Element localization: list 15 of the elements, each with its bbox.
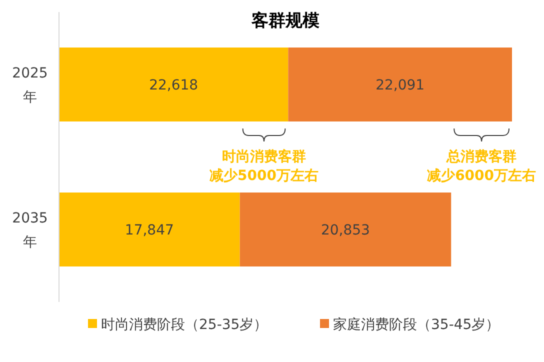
bar xyxy=(59,192,240,266)
bar xyxy=(288,48,512,122)
bar xyxy=(59,48,288,122)
y-tick-label: 2025 年 xyxy=(12,65,48,106)
annotation: 时尚消费客群减少5000万左右 xyxy=(210,148,318,184)
data-label: 20,853 xyxy=(320,222,370,238)
legend-label: 时尚消费阶段（25-35岁） xyxy=(101,316,268,333)
data-label: 22,091 xyxy=(376,77,425,94)
bar xyxy=(240,192,452,266)
data-label: 17,847 xyxy=(124,222,174,238)
y-tick-label: 2035 年 xyxy=(12,210,48,250)
chart-title: 客群规模 xyxy=(250,11,320,31)
data-label: 22,618 xyxy=(149,77,198,94)
legend-label: 家庭消费阶段（35-45岁） xyxy=(333,316,500,333)
annotation: 总消费客群减少6000万左右 xyxy=(427,148,536,184)
